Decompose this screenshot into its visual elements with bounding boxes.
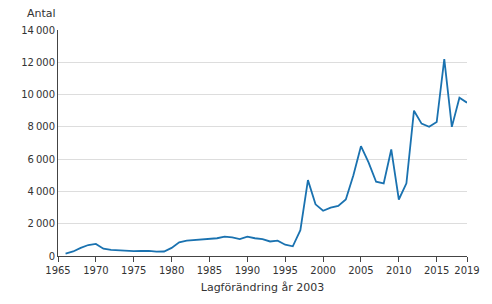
svg-text:4 000: 4 000 [28, 186, 55, 197]
svg-text:12 000: 12 000 [21, 57, 55, 68]
svg-text:2015: 2015 [424, 265, 449, 276]
svg-text:2 000: 2 000 [28, 218, 55, 229]
svg-text:2010: 2010 [386, 265, 411, 276]
svg-text:1970: 1970 [83, 265, 108, 276]
svg-text:10 000: 10 000 [21, 89, 55, 100]
svg-text:1990: 1990 [235, 265, 260, 276]
svg-text:1995: 1995 [272, 265, 297, 276]
svg-text:1980: 1980 [159, 265, 184, 276]
svg-text:2000: 2000 [310, 265, 335, 276]
svg-text:0: 0 [49, 251, 55, 262]
svg-text:Antal: Antal [27, 7, 56, 20]
svg-text:2005: 2005 [348, 265, 373, 276]
svg-text:8 000: 8 000 [28, 121, 55, 132]
svg-text:1965: 1965 [45, 265, 70, 276]
svg-text:1975: 1975 [121, 265, 146, 276]
svg-text:14 000: 14 000 [21, 25, 55, 36]
svg-text:6 000: 6 000 [28, 154, 55, 165]
svg-text:Lagförändring år 2003: Lagförändring år 2003 [201, 281, 324, 294]
svg-text:1985: 1985 [197, 265, 222, 276]
svg-text:2019: 2019 [454, 265, 479, 276]
